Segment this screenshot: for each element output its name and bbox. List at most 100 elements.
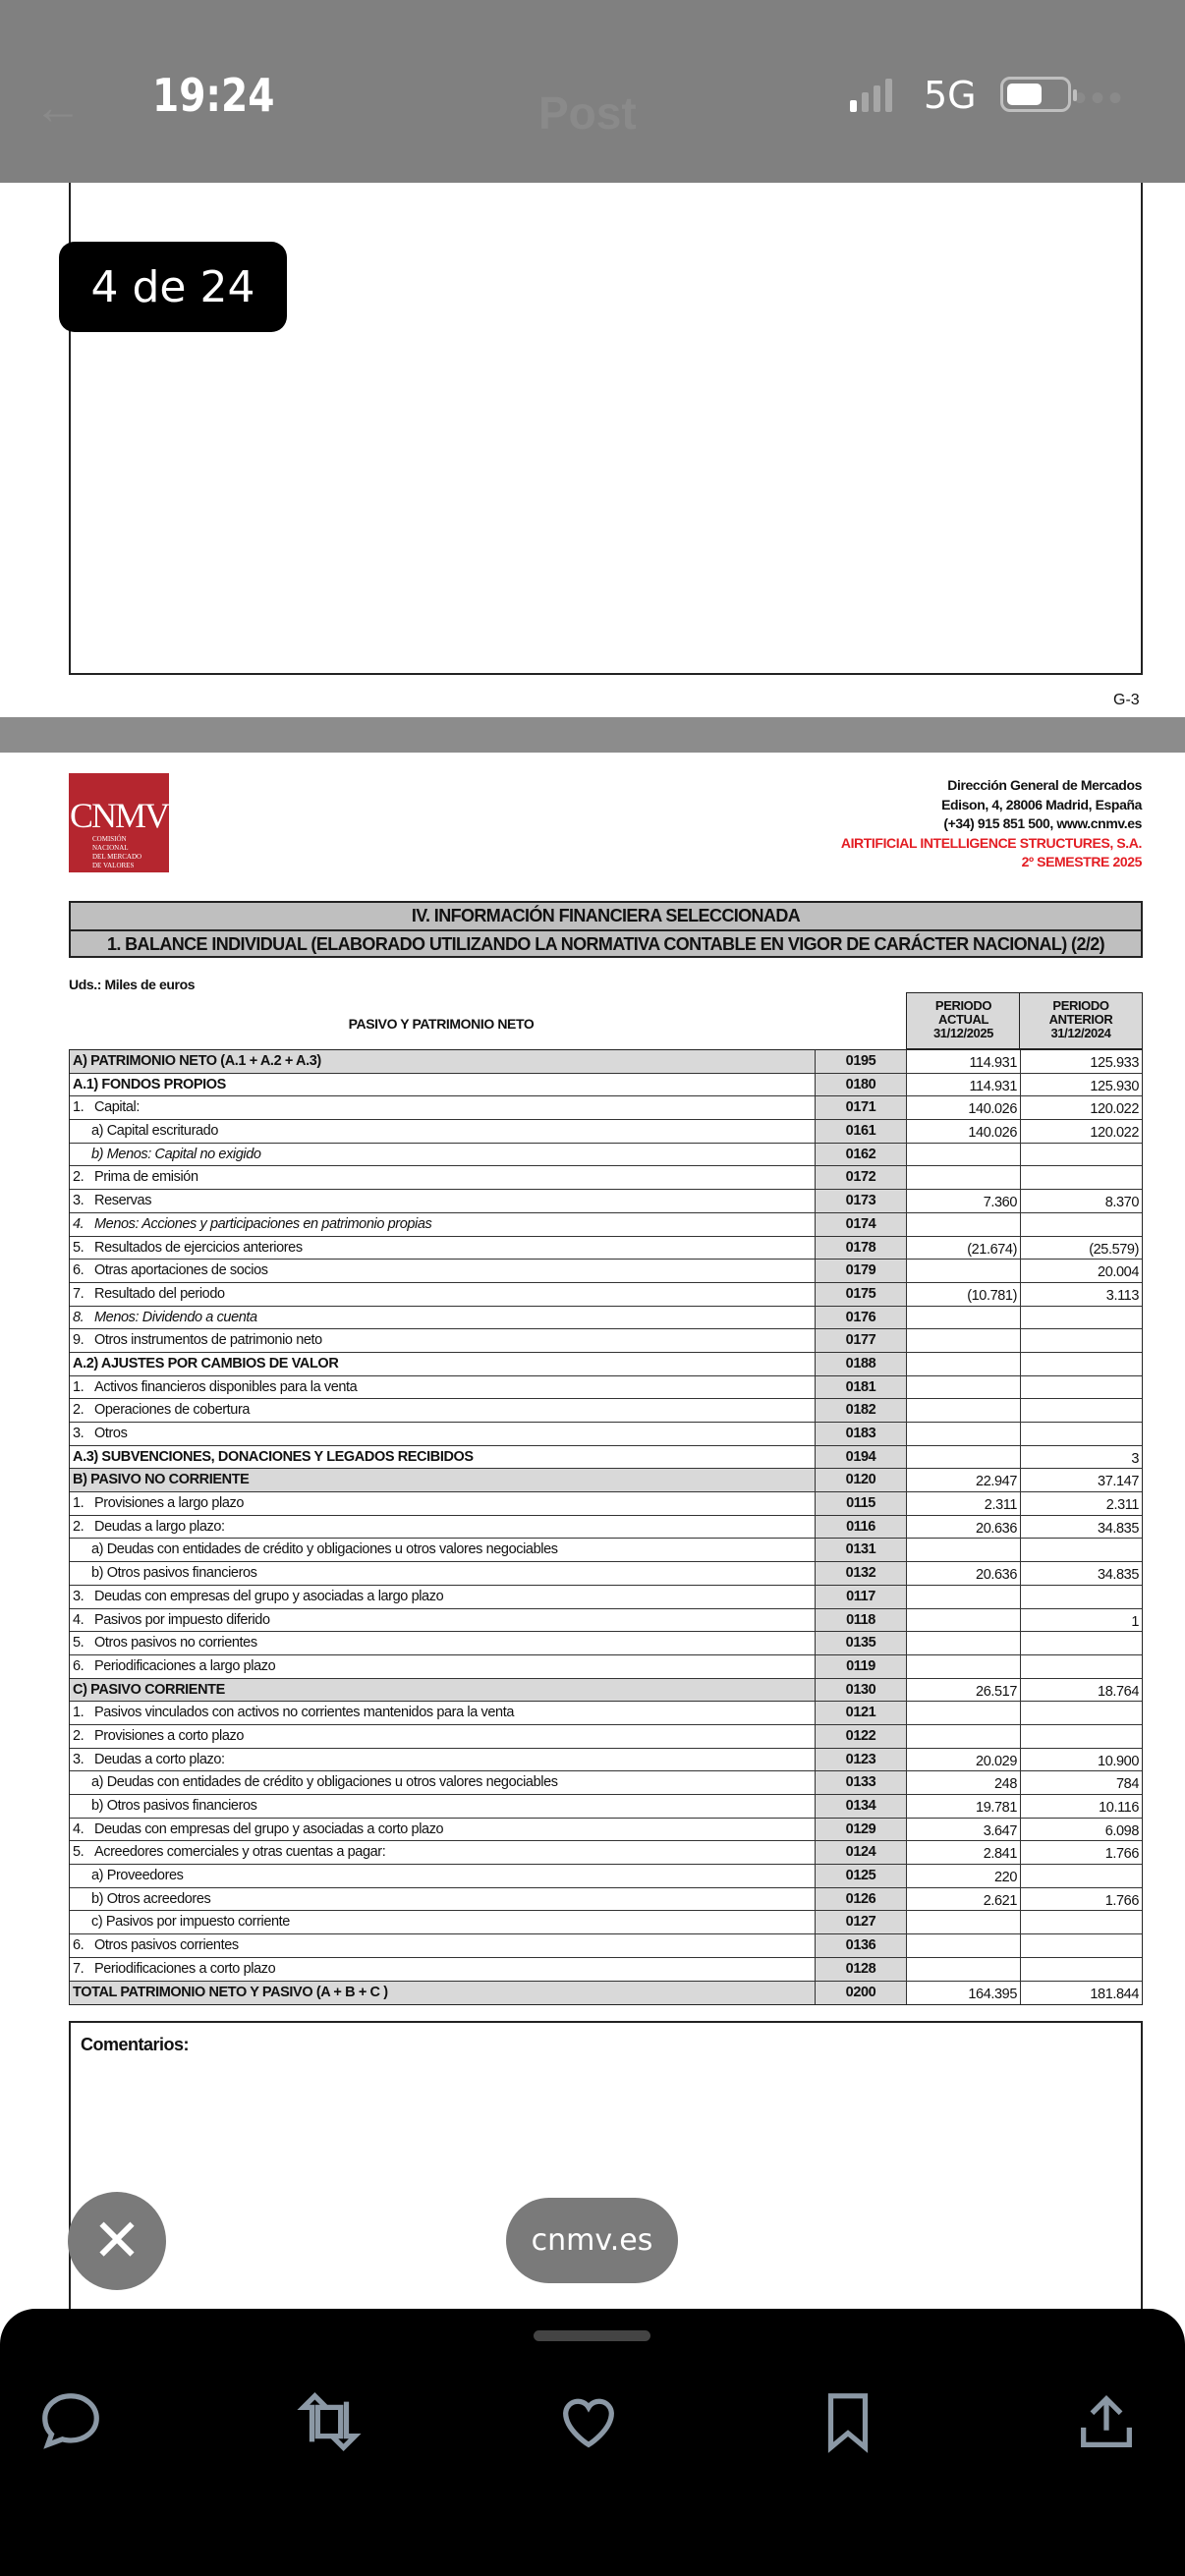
row-code: 0124 [815, 1841, 907, 1865]
row-code: 0162 [815, 1143, 907, 1166]
row-number: 1. [73, 1495, 85, 1512]
value-actual [907, 1212, 1021, 1236]
table-row: 2. Prima de emisión 0172 [70, 1166, 1142, 1191]
value-anterior [1021, 1702, 1142, 1724]
row-label: A.3) SUBVENCIONES, DONACIONES Y LEGADOS … [70, 1446, 815, 1469]
row-label: 5. Acreedores comerciales y otras cuentas… [70, 1841, 815, 1864]
row-label-text: A.1) FONDOS PROPIOS [73, 1076, 226, 1092]
row-label-text: b) Otros acreedores [91, 1890, 211, 1907]
row-code: 0128 [815, 1957, 907, 1981]
row-code: 0177 [815, 1329, 907, 1352]
row-label-text: Otros pasivos corrientes [94, 1937, 239, 1954]
row-label: TOTAL PATRIMONIO NETO Y PASIVO (A + B + … [70, 1981, 815, 2005]
value-anterior [1021, 1399, 1142, 1422]
table-row: 4. Pasivos por impuesto diferido 0118 1 [70, 1608, 1142, 1633]
row-label-text: Resultado del periodo [94, 1285, 225, 1302]
row-code: 0123 [815, 1748, 907, 1771]
table-row: A) PATRIMONIO NETO (A.1 + A.2 + A.3) 0195… [70, 1050, 1142, 1074]
row-code: 0175 [815, 1282, 907, 1306]
value-anterior [1021, 1307, 1142, 1329]
more-icon[interactable]: ••• [1073, 77, 1127, 120]
row-label-text: Resultados de ejercicios anteriores [94, 1239, 303, 1256]
row-label: 2. Provisiones a corto plazo [70, 1725, 815, 1748]
comment-icon[interactable] [36, 2387, 105, 2456]
value-actual: 2.841 [907, 1841, 1021, 1865]
row-label-text: b) Menos: Capital no exigido [91, 1146, 261, 1162]
row-number: 7. [73, 1285, 85, 1302]
row-label: 1. Provisiones a largo plazo [70, 1492, 815, 1515]
value-actual: 20.029 [907, 1748, 1021, 1771]
value-anterior: 125.933 [1090, 1055, 1139, 1071]
row-label: a) Capital escriturado [70, 1120, 815, 1143]
status-bar: ← Post ••• 19:24 5G [0, 0, 1185, 183]
row-label: 3. Deudas con empresas del grupo y asocia… [70, 1586, 815, 1608]
row-label-text: a) Deudas con entidades de crédito y obl… [91, 1774, 558, 1791]
table-row: b) Menos: Capital no exigido 0162 [70, 1143, 1142, 1167]
table-row: b) Otros pasivos financieros 0134 19.781 10… [70, 1795, 1142, 1819]
close-icon: ✕ [91, 2208, 142, 2273]
units-label: Uds.: Miles de euros [69, 977, 196, 992]
table-row: 7. Resultado del periodo 0175 (10.781) 3.113 [70, 1282, 1142, 1307]
row-code: 0178 [815, 1236, 907, 1260]
row-number: 3. [73, 1426, 85, 1441]
value-actual [907, 1911, 1021, 1934]
value-actual: 2.311 [907, 1492, 1021, 1515]
bottom-action-bar [0, 2309, 1185, 2576]
status-time: 19:24 [152, 69, 275, 122]
value-actual [907, 1260, 1021, 1282]
value-anterior [1021, 1958, 1142, 1981]
comments-label: Comentarios: [81, 2035, 190, 2054]
row-code: 0171 [815, 1096, 907, 1120]
value-actual [907, 1329, 1021, 1352]
value-actual: 20.636 [907, 1515, 1021, 1539]
table-row: 8. Menos: Dividendo a cuenta 0176 [70, 1306, 1142, 1330]
column-header-actual: PERIODO ACTUAL 31/12/2025 [906, 992, 1021, 1049]
header-text: PERIODO [1052, 998, 1109, 1013]
value-anterior: 18.764 [1098, 1683, 1139, 1700]
table-row: 4. Menos: Acciones y participaciones en p… [70, 1212, 1142, 1237]
share-icon[interactable] [1072, 2387, 1141, 2456]
row-label-text: Deudas a largo plazo: [94, 1518, 225, 1535]
row-label: 3. Deudas a corto plazo: [70, 1749, 815, 1771]
value-anterior [1021, 1329, 1142, 1352]
home-indicator [534, 2330, 650, 2341]
heart-icon[interactable] [554, 2387, 623, 2456]
row-label-text: B) PASIVO NO CORRIENTE [73, 1472, 250, 1488]
row-number: 1. [73, 1099, 85, 1116]
row-number: 5. [73, 1635, 85, 1652]
row-number: 2. [73, 1169, 85, 1186]
header-text: 31/12/2025 [932, 1026, 994, 1040]
row-code: 0179 [815, 1260, 907, 1282]
row-code: 0115 [815, 1492, 907, 1515]
row-label: 6. Otros pasivos corrientes [70, 1934, 815, 1957]
source-domain-pill[interactable]: cnmv.es [506, 2198, 678, 2283]
header-text: PERIODO [934, 998, 992, 1013]
table-row: 6. Otros pasivos corrientes 0136 [70, 1934, 1142, 1958]
table-row: 4. Deudas con empresas del grupo y asocia… [70, 1818, 1142, 1842]
row-label-text: Capital: [94, 1099, 140, 1116]
row-code: 0161 [815, 1120, 907, 1143]
table-row: A.3) SUBVENCIONES, DONACIONES Y LEGADOS … [70, 1445, 1142, 1470]
row-label: B) PASIVO NO CORRIENTE [70, 1469, 815, 1492]
row-label: 1. Capital: [70, 1096, 815, 1119]
header-line: Edison, 4, 28006 Madrid, España [941, 796, 1142, 812]
row-label: 6. Otras aportaciones de socios [70, 1260, 815, 1282]
row-label-text: a) Capital escriturado [91, 1123, 219, 1140]
value-anterior [1021, 1934, 1142, 1957]
back-arrow-icon[interactable]: ← [33, 80, 83, 135]
value-actual: 164.395 [907, 1981, 1021, 2005]
row-code: 0136 [815, 1934, 907, 1957]
row-code: 0194 [815, 1445, 907, 1469]
row-label-text: A.3) SUBVENCIONES, DONACIONES Y LEGADOS … [73, 1448, 474, 1465]
row-label: 4. Pasivos por impuesto diferido [70, 1609, 815, 1632]
bookmark-icon[interactable] [814, 2387, 882, 2456]
row-label: b) Menos: Capital no exigido [70, 1144, 815, 1166]
value-actual [907, 1539, 1021, 1562]
close-button[interactable]: ✕ [68, 2192, 166, 2290]
repost-icon[interactable] [295, 2387, 364, 2456]
row-label: 6. Periodificaciones a largo plazo [70, 1655, 815, 1678]
row-code: 0133 [815, 1771, 907, 1794]
row-code: 0117 [815, 1585, 907, 1608]
row-code: 0172 [815, 1166, 907, 1190]
row-code: 0126 [815, 1887, 907, 1911]
